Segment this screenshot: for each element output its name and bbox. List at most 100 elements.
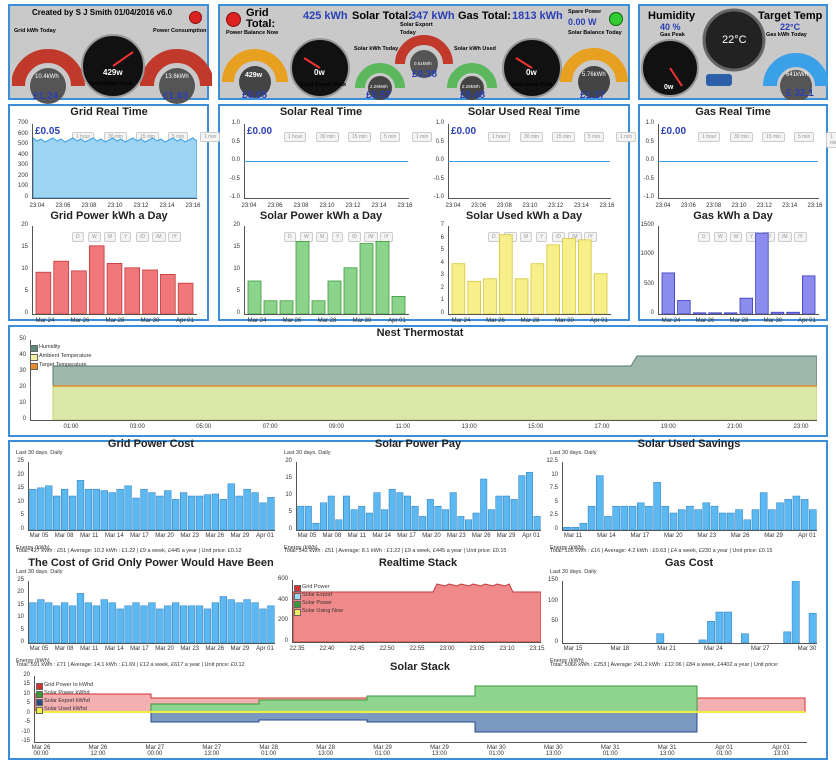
solar-used-realtime-range-button[interactable]: 30 min <box>520 132 544 142</box>
gas-realtime-xtick: 23:04 <box>655 203 671 209</box>
solar-stack-legend-swatch <box>36 691 43 698</box>
solar-realtime-range-button[interactable]: 30 min <box>316 132 340 142</box>
solar-pay-bar <box>404 495 411 530</box>
solar-stack-xtick: Apr 01 01:00 <box>715 745 733 757</box>
grid-cost-xtick: Mar 05 <box>29 533 49 539</box>
gas-daily-period-button[interactable]: /Y <box>794 232 807 242</box>
solar-realtime-range-button[interactable]: 1 min <box>412 132 433 142</box>
nest-ytick: 40 <box>19 352 26 358</box>
solar-pay-bar <box>297 505 305 530</box>
solar-savings-bar <box>628 505 637 530</box>
solar-realtime-xtick: 23:14 <box>371 203 387 209</box>
solar-realtime-xtick: 23:04 <box>241 203 257 209</box>
grid-daily-period-button[interactable]: D <box>72 232 84 242</box>
grid-only-bar <box>227 599 235 643</box>
grid-only-bar <box>211 602 220 643</box>
grid-daily-bar <box>88 245 105 314</box>
solar-pay-bar <box>533 516 541 530</box>
solar-used-daily-period-button[interactable]: M <box>520 232 533 242</box>
solar-savings-ytick: 10 <box>551 471 558 478</box>
solar-pay-bars <box>297 471 541 530</box>
grid-only-bar <box>180 605 188 643</box>
gas-realtime-xtick: 23:06 <box>680 203 696 209</box>
solar-used-realtime-range-button[interactable]: 1 hour <box>488 132 511 142</box>
grid-only-ytick: 25 <box>17 577 24 583</box>
solar-used-daily-period-button[interactable]: Y <box>536 232 548 242</box>
gas-daily-period-button[interactable]: M <box>730 232 743 242</box>
grid-cost-xtick: Mar 08 <box>54 533 74 539</box>
climate-gauges <box>641 8 828 100</box>
gas-realtime-range-button[interactable]: 30 min <box>730 132 754 142</box>
solar-savings-bar <box>653 482 661 530</box>
solar-stack-xtick: Mar 27 00:00 <box>145 745 165 757</box>
realtime-stack-ytick: 200 <box>277 617 288 624</box>
solar-power-value: 0w <box>314 68 325 77</box>
solar-daily-period-button[interactable]: M <box>316 232 329 242</box>
solar-daily-period-button[interactable]: D <box>284 232 296 242</box>
solar-daily-period-button[interactable]: /M <box>364 232 378 242</box>
gas-daily-bar <box>739 297 754 314</box>
grid-daily-period-button[interactable]: W <box>88 232 101 242</box>
grid-daily-period-button[interactable]: Y <box>120 232 132 242</box>
solar-used-daily-bar <box>483 278 497 314</box>
grid-only-ytick: 0 <box>20 639 24 645</box>
solar-daily-period-button[interactable]: Y <box>332 232 344 242</box>
solar-daily-ytick: 5 <box>236 288 240 294</box>
grid-daily-period-button[interactable]: /M <box>152 232 166 242</box>
solar-used-realtime-ytick: -1.0 <box>433 194 444 200</box>
solar-kwh-cost: £0.57 <box>366 90 392 101</box>
realtime-stack-legend-label: Grid Power <box>302 584 330 590</box>
solar-used-daily-bar <box>530 263 545 314</box>
nest-ytick: 20 <box>19 384 26 390</box>
solar-used-daily-bar <box>499 234 513 314</box>
solar-used-daily-period-button[interactable]: /D <box>552 232 565 242</box>
solar-daily-bar <box>327 280 342 314</box>
grid-realtime-range-button[interactable]: 1 min <box>200 132 221 142</box>
gas-realtime-range-button[interactable]: 1 min <box>826 132 836 148</box>
grid-cost-axis-title: Energy (kWh) <box>16 545 50 551</box>
solar-realtime-range-button[interactable]: 1 hour <box>284 132 307 142</box>
solar-used-realtime-range-button[interactable]: 15 min <box>552 132 576 142</box>
gas-realtime-range-button[interactable]: 15 min <box>762 132 786 142</box>
grid-kwh-arc <box>12 49 85 87</box>
solar-used-realtime-range-button[interactable]: 1 min <box>616 132 637 142</box>
grid-daily-period-button[interactable]: /D <box>136 232 149 242</box>
solar-realtime-ytick: 0.5 <box>231 138 240 145</box>
gas-daily-period-button[interactable]: W <box>714 232 727 242</box>
grid-only-bar <box>60 602 69 643</box>
grid-cost-xtick: Mar 26 <box>205 533 225 539</box>
solar-pay-xtick: Mar 14 <box>372 533 391 539</box>
gas-realtime-range-button[interactable]: 5 min <box>794 132 815 142</box>
solar-daily-xtick: Apr 01 <box>388 318 406 324</box>
solar-used-realtime-range-button[interactable]: 5 min <box>584 132 605 142</box>
solar-daily-title: Solar Power kWh a Day <box>259 210 383 222</box>
gas-cost-bar <box>656 633 665 643</box>
grid-daily-period-button[interactable]: /Y <box>168 232 181 242</box>
solar-daily-period-button[interactable]: /D <box>348 232 361 242</box>
grid-daily-bar <box>71 270 87 314</box>
grid-cost-xtick: Mar 14 <box>104 533 124 539</box>
solar-savings-xtick: Mar 11 <box>563 533 583 539</box>
solar-realtime-range-button[interactable]: 15 min <box>348 132 372 142</box>
grid-daily-period-button[interactable]: M <box>104 232 117 242</box>
gas-cost-xtick: Mar 15 <box>563 646 583 652</box>
solar-realtime-range-button[interactable]: 5 min <box>380 132 401 142</box>
grid-import-needle <box>112 51 134 67</box>
realtime-stack-legend-swatch <box>294 601 301 608</box>
solar-daily-ytick: 10 <box>233 266 240 272</box>
gas-daily-bar <box>724 312 738 314</box>
gas-daily-period-button[interactable]: D <box>698 232 710 242</box>
grid-cost-bar <box>219 499 227 530</box>
solar-savings-bar <box>735 509 743 530</box>
solar-used-daily-bar <box>562 238 576 314</box>
solar-stack-xtick: Mar 27 13:00 <box>202 745 222 757</box>
gas-cost-title: Gas Cost <box>664 557 714 569</box>
gas-daily-xtick: Mar 24 <box>661 318 681 324</box>
solar-pay-bar <box>304 505 312 530</box>
gas-daily-bar <box>692 312 707 314</box>
solar-stack-ytick: 20 <box>23 672 30 678</box>
gas-realtime-range-button[interactable]: 1 hour <box>698 132 721 142</box>
realtime-stack-xtick: 22:55 <box>409 646 425 652</box>
gas-daily-period-button[interactable]: /M <box>778 232 792 242</box>
grid-daily-bar <box>53 260 69 314</box>
